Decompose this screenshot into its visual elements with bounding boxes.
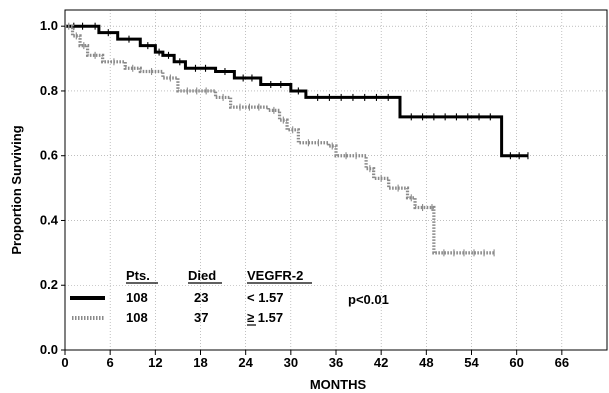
x-tick-label: 24 [238,355,253,370]
legend-row-2-marker: ≥ 1.57 [247,310,283,325]
x-axis-label: MONTHS [310,377,367,392]
y-tick-label: 0.4 [40,212,59,227]
x-tick-label: 42 [374,355,388,370]
plot-frame [64,9,608,351]
y-tick-label: 0.8 [40,83,58,98]
x-tick-label: 12 [148,355,162,370]
series-group [65,22,529,257]
legend-header-marker: VEGFR-2 [247,268,303,283]
p-value-annotation: p<0.01 [348,292,389,307]
legend-row-2-died: 37 [194,310,208,325]
y-tick-label: 1.0 [40,18,58,33]
x-tick-label: 54 [464,355,479,370]
x-tick-label: 36 [329,355,343,370]
x-tick-label: 66 [555,355,569,370]
y-tick-label: 0.2 [40,277,58,292]
x-tick-label: 30 [284,355,298,370]
legend-header-died: Died [188,268,216,283]
x-tick-label: 0 [61,355,68,370]
legend: Pts. Died VEGFR-2 108 23 < 1.57 108 37 ≥… [70,268,312,326]
x-tick-label: 6 [107,355,114,370]
legend-row-1-died: 23 [194,290,208,305]
x-tick-label: 60 [509,355,523,370]
axes: 0 6 12 18 24 30 36 42 48 54 60 66 0.0 0.2 0.4 0.6 0.8 1.0 [40,9,608,370]
y-axis-label: Proportion Surviving [9,125,24,254]
legend-header-pts: Pts. [126,268,150,283]
series-line-1 [65,24,528,158]
legend-row-2-pts: 108 [126,310,148,325]
y-tick-label: 0.6 [40,148,58,163]
x-tick-label: 48 [419,355,433,370]
y-tick-label: 0.0 [40,342,58,357]
legend-row-1-pts: 108 [126,290,148,305]
series-line-2 [65,24,495,255]
x-tick-label: 18 [193,355,207,370]
legend-row-1-marker: < 1.57 [247,290,284,305]
